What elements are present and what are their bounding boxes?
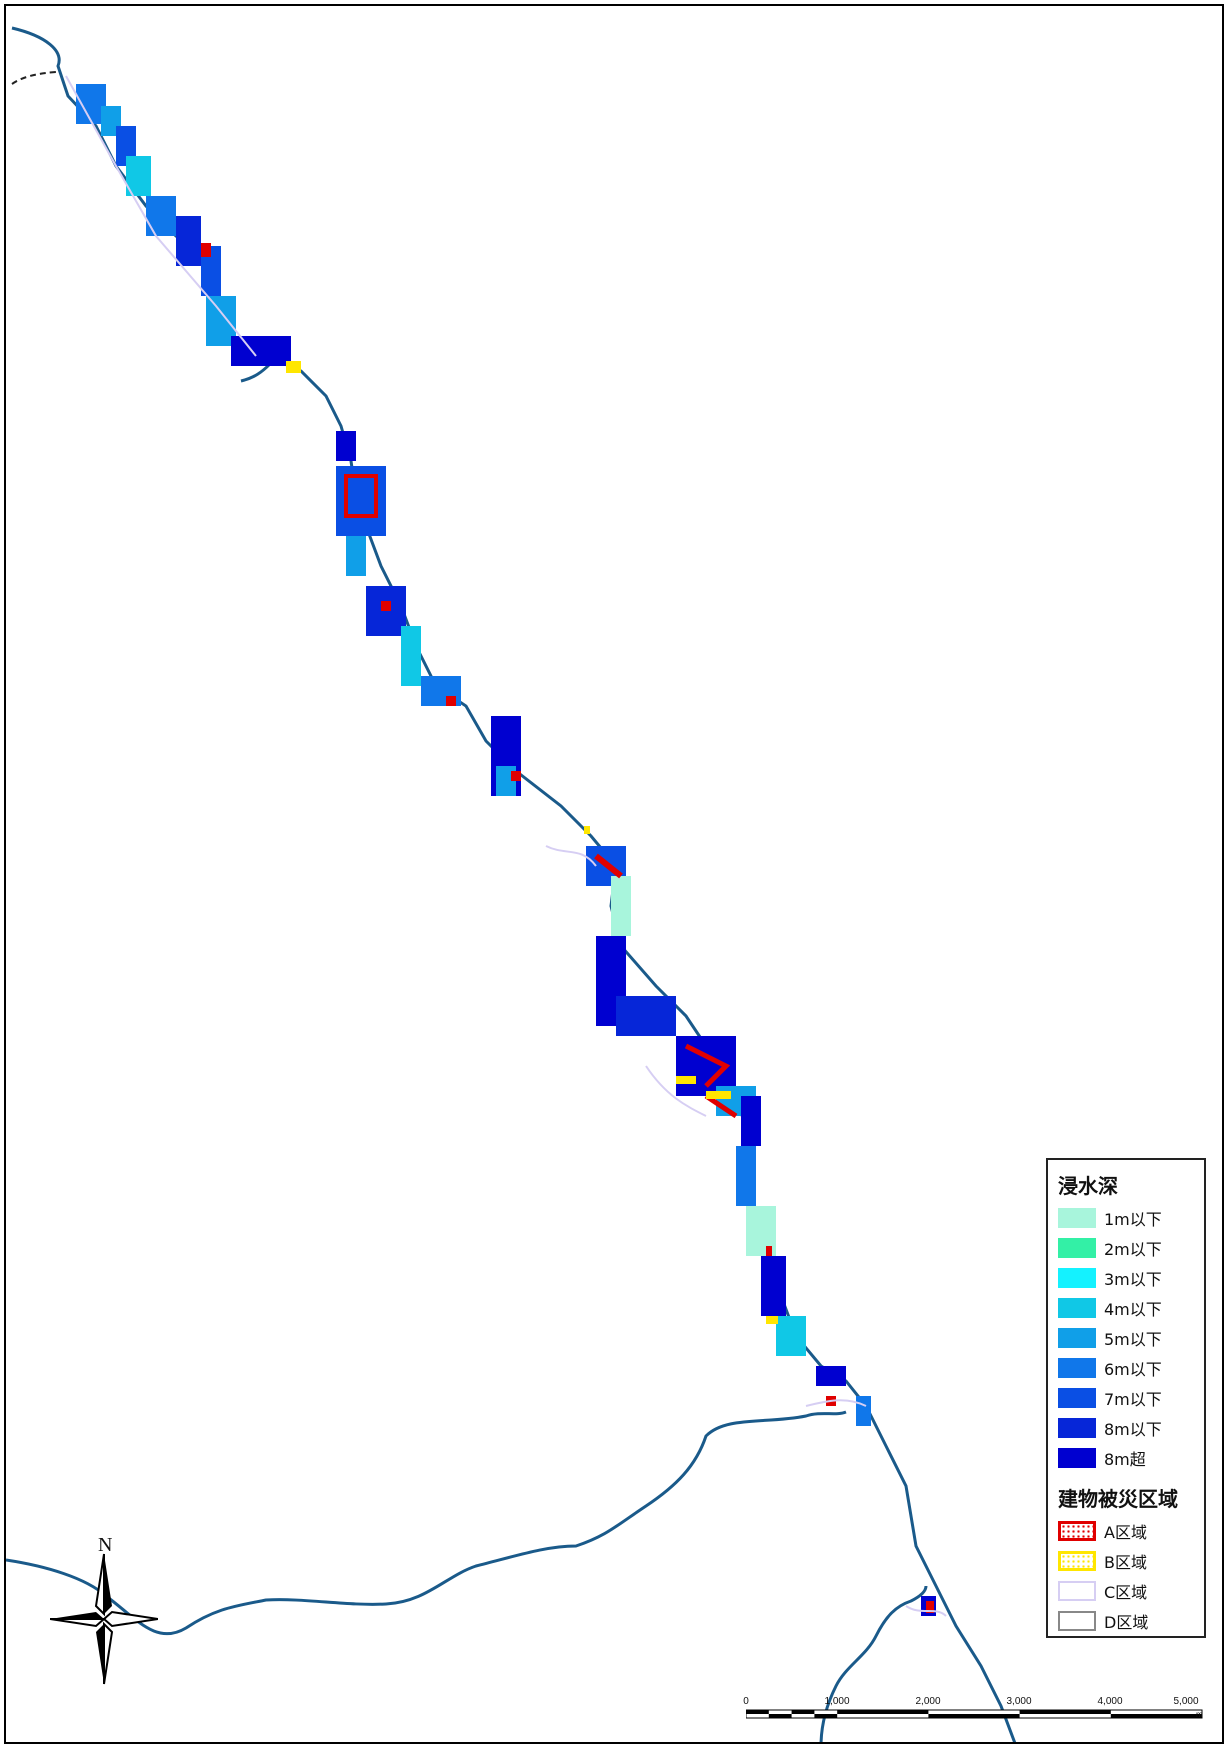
legend-label: A区域 bbox=[1104, 1523, 1147, 1542]
legend-item: 7m以下 bbox=[1058, 1383, 1196, 1413]
scale-unit: m bbox=[1196, 1710, 1203, 1719]
legend-item: C区域 bbox=[1058, 1576, 1196, 1606]
legend-label: 6m以下 bbox=[1104, 1360, 1162, 1379]
legend-swatch bbox=[1058, 1418, 1096, 1438]
legend-swatch bbox=[1058, 1581, 1096, 1601]
legend-damage-title: 建物被災区域 bbox=[1058, 1487, 1178, 1511]
west-tributary bbox=[6, 1410, 847, 1636]
legend-label: 3m以下 bbox=[1104, 1270, 1162, 1289]
inundation-area bbox=[76, 84, 936, 1616]
scale-label-4000: 4,000 bbox=[1097, 1696, 1123, 1707]
legend-item: 5m以下 bbox=[1058, 1323, 1196, 1353]
legend-label: B区域 bbox=[1104, 1553, 1147, 1572]
legend: 浸水深 1m以下 2m以下 3m以下 4m以下 5m以下 6m以下 7m以下 8m以下 8m超 … bbox=[1046, 1158, 1206, 1638]
river-stub bbox=[240, 362, 272, 383]
legend-swatch bbox=[1058, 1611, 1096, 1631]
legend-label: 8m超 bbox=[1104, 1450, 1146, 1469]
scale-label-0: 0 bbox=[743, 1696, 749, 1707]
legend-item: B区域 bbox=[1058, 1546, 1196, 1576]
main-river bbox=[11, 26, 1017, 1742]
scale-bar-graphic bbox=[745, 1709, 1203, 1719]
scale-label-1000: 1,000 bbox=[824, 1696, 850, 1707]
map-frame: N 浸水深 1m以下 2m以下 3m以下 4m以下 5m以下 6m以下 7m以下 8m以下 8m… bbox=[4, 4, 1224, 1744]
legend-label: 5m以下 bbox=[1104, 1330, 1162, 1349]
damage-zone-c bbox=[65, 75, 947, 1617]
legend-item: 8m超 bbox=[1058, 1443, 1196, 1473]
north-label: N bbox=[98, 1534, 113, 1556]
legend-swatch bbox=[1058, 1238, 1096, 1258]
scale-label-2000: 2,000 bbox=[915, 1696, 941, 1707]
legend-label: 2m以下 bbox=[1104, 1240, 1162, 1259]
legend-swatch bbox=[1058, 1358, 1096, 1378]
legend-item: 2m以下 bbox=[1058, 1233, 1196, 1263]
legend-damage-list: A区域 B区域 C区域 D区域 bbox=[1058, 1516, 1196, 1636]
legend-swatch bbox=[1058, 1521, 1096, 1541]
south-tributary bbox=[819, 1585, 928, 1742]
legend-label: C区域 bbox=[1104, 1583, 1148, 1602]
legend-item: D区域 bbox=[1058, 1606, 1196, 1636]
legend-item: 6m以下 bbox=[1058, 1353, 1196, 1383]
legend-item: 8m以下 bbox=[1058, 1413, 1196, 1443]
legend-swatch bbox=[1058, 1328, 1096, 1348]
legend-label: 7m以下 bbox=[1104, 1390, 1162, 1409]
legend-swatch bbox=[1058, 1551, 1096, 1571]
damage-zone-b bbox=[286, 361, 778, 1324]
scale-label-5000: 5,000 bbox=[1173, 1696, 1199, 1707]
legend-label: 1m以下 bbox=[1104, 1210, 1162, 1229]
legend-swatch bbox=[1058, 1388, 1096, 1408]
boundary-dashed-line bbox=[11, 71, 57, 85]
scale-label-3000: 3,000 bbox=[1006, 1696, 1032, 1707]
legend-swatch bbox=[1058, 1298, 1096, 1318]
legend-label: 8m以下 bbox=[1104, 1420, 1162, 1439]
legend-swatch bbox=[1058, 1268, 1096, 1288]
legend-item: 1m以下 bbox=[1058, 1203, 1196, 1233]
legend-item: A区域 bbox=[1058, 1516, 1196, 1546]
legend-label: 4m以下 bbox=[1104, 1300, 1162, 1319]
legend-label: D区域 bbox=[1104, 1613, 1149, 1632]
legend-swatch bbox=[1058, 1448, 1096, 1468]
inundation-map[interactable] bbox=[6, 6, 1224, 1744]
north-arrow-icon bbox=[50, 1553, 158, 1685]
legend-swatch bbox=[1058, 1208, 1096, 1228]
legend-item: 3m以下 bbox=[1058, 1263, 1196, 1293]
legend-depth-title: 浸水深 bbox=[1058, 1174, 1118, 1198]
legend-depth-list: 1m以下 2m以下 3m以下 4m以下 5m以下 6m以下 7m以下 8m以下 8m超 bbox=[1058, 1203, 1196, 1473]
scale-bar: 0 1,000 2,000 3,000 4,000 5,000 m bbox=[743, 1696, 1206, 1736]
legend-item: 4m以下 bbox=[1058, 1293, 1196, 1323]
damage-zone-a bbox=[201, 243, 934, 1613]
